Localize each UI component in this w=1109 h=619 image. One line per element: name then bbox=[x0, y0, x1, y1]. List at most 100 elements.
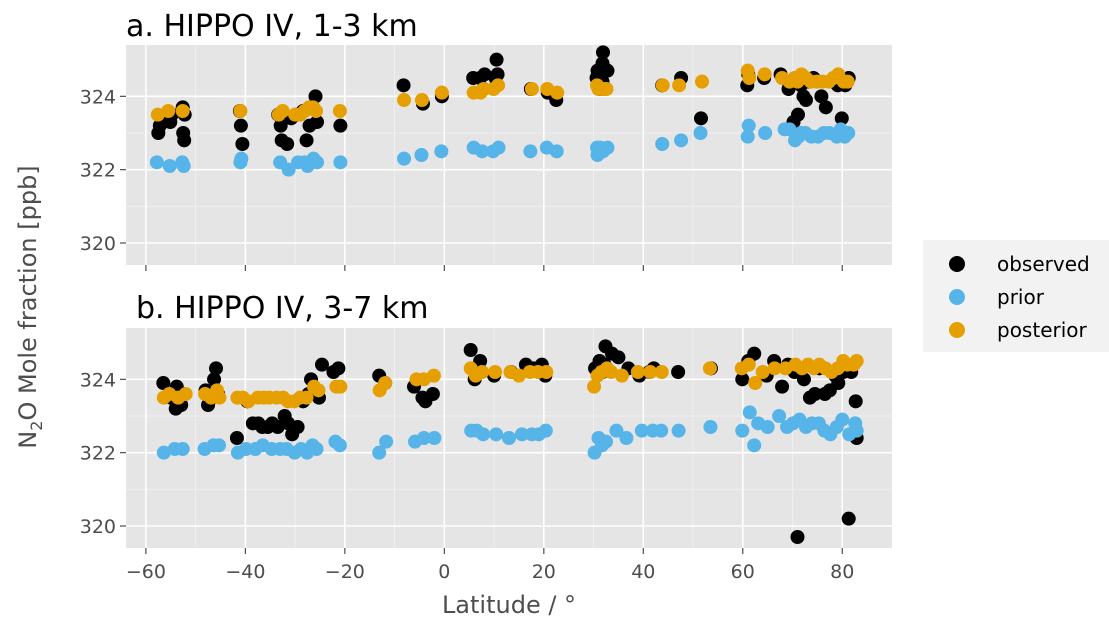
y-axis-label: N2O Mole fraction [ppb] bbox=[14, 165, 46, 448]
posterior-point bbox=[434, 85, 449, 100]
prior-point bbox=[427, 431, 442, 445]
observed-point bbox=[596, 45, 611, 60]
observed-point bbox=[290, 420, 305, 434]
posterior-point bbox=[742, 71, 757, 85]
prior-point bbox=[598, 434, 613, 449]
prior-point bbox=[538, 423, 553, 438]
legend-key-prior bbox=[949, 289, 965, 305]
x-axis-label: Latitude / ° bbox=[442, 591, 576, 619]
posterior-point bbox=[654, 365, 669, 379]
prior-point bbox=[379, 434, 394, 449]
panel-a: 320 322 324 a. HIPPO IV, 1-3 km bbox=[80, 9, 892, 271]
posterior-point bbox=[643, 365, 658, 379]
prior-point bbox=[333, 155, 348, 170]
prior-point bbox=[849, 423, 864, 438]
y-tick-label: 324 bbox=[80, 86, 116, 108]
prior-point bbox=[491, 140, 506, 155]
observed-point bbox=[477, 67, 492, 82]
observed-point bbox=[735, 372, 750, 387]
prior-point bbox=[434, 144, 449, 159]
observed-point bbox=[775, 379, 790, 394]
posterior-point bbox=[414, 93, 429, 107]
posterior-point bbox=[311, 383, 326, 398]
observed-point bbox=[798, 93, 813, 107]
prior-point bbox=[514, 427, 529, 442]
prior-point bbox=[309, 442, 324, 456]
observed-point bbox=[310, 115, 325, 129]
observed-point bbox=[156, 376, 171, 390]
posterior-point bbox=[587, 379, 602, 394]
observed-point bbox=[235, 137, 250, 151]
prior-point bbox=[281, 162, 296, 177]
y-tick-label: 322 bbox=[80, 160, 116, 182]
observed-point bbox=[818, 100, 833, 115]
observed-point bbox=[490, 67, 505, 82]
prior-point bbox=[332, 438, 347, 453]
posterior-point bbox=[178, 387, 193, 401]
x-tick-label: 60 bbox=[731, 561, 755, 583]
prior-point bbox=[416, 431, 431, 445]
prior-point bbox=[634, 423, 649, 438]
x-tick-label: 80 bbox=[830, 561, 854, 583]
observed-point bbox=[463, 343, 478, 357]
posterior-point bbox=[630, 365, 645, 379]
posterior-point bbox=[694, 74, 709, 89]
observed-point bbox=[209, 361, 224, 376]
posterior-point bbox=[524, 82, 539, 96]
posterior-point bbox=[333, 379, 348, 394]
observed-point bbox=[333, 118, 348, 133]
legend-key-posterior bbox=[949, 322, 965, 338]
observed-point bbox=[308, 89, 323, 104]
panel-a-points bbox=[149, 45, 856, 177]
x-tick-label: 40 bbox=[631, 561, 655, 583]
prior-point bbox=[372, 445, 387, 460]
posterior-point bbox=[378, 376, 393, 390]
observed-point bbox=[796, 372, 811, 387]
observed-point bbox=[473, 354, 488, 368]
x-tick-label: 0 bbox=[438, 561, 450, 583]
observed-point bbox=[425, 387, 440, 401]
prior-point bbox=[671, 423, 686, 438]
prior-point bbox=[841, 126, 856, 140]
posterior-point bbox=[767, 361, 782, 376]
posterior-point bbox=[550, 85, 565, 100]
prior-point bbox=[475, 144, 490, 159]
prior-point bbox=[502, 431, 516, 445]
y-axis-label-rest: O Mole fraction [ppb] bbox=[14, 165, 42, 420]
observed-point bbox=[671, 365, 686, 379]
x-tick-label: −60 bbox=[126, 561, 166, 583]
posterior-point bbox=[614, 368, 629, 383]
observed-point bbox=[747, 346, 762, 361]
observed-point bbox=[233, 118, 248, 133]
legend-label-observed: observed bbox=[997, 252, 1090, 276]
panel-a-ticks: 320 322 324 bbox=[80, 86, 843, 271]
y-axis-label-n: N bbox=[14, 431, 42, 449]
prior-point bbox=[234, 151, 249, 166]
observed-point bbox=[848, 394, 863, 409]
legend-label-posterior: posterior bbox=[997, 318, 1088, 342]
prior-point bbox=[740, 129, 755, 144]
panel-b-title: b. HIPPO IV, 3-7 km bbox=[136, 291, 428, 326]
posterior-point bbox=[757, 67, 772, 82]
posterior-point bbox=[175, 104, 190, 118]
y-axis-label-subscript: 2 bbox=[27, 421, 46, 431]
prior-point bbox=[674, 133, 689, 148]
panel-b-points bbox=[156, 339, 864, 544]
prior-point bbox=[772, 409, 787, 423]
y-tick-label: 322 bbox=[80, 443, 116, 465]
observed-point bbox=[229, 431, 244, 445]
prior-point bbox=[735, 423, 750, 438]
observed-point bbox=[280, 137, 295, 151]
posterior-point bbox=[599, 82, 614, 96]
observed-point bbox=[207, 372, 222, 387]
observed-point bbox=[807, 387, 822, 401]
posterior-point bbox=[475, 365, 490, 379]
prior-point bbox=[758, 126, 773, 140]
posterior-point bbox=[476, 82, 491, 96]
posterior-point bbox=[539, 365, 554, 379]
posterior-point bbox=[161, 104, 176, 118]
posterior-point bbox=[212, 390, 227, 405]
prior-point bbox=[212, 438, 227, 453]
prior-point bbox=[175, 442, 190, 456]
